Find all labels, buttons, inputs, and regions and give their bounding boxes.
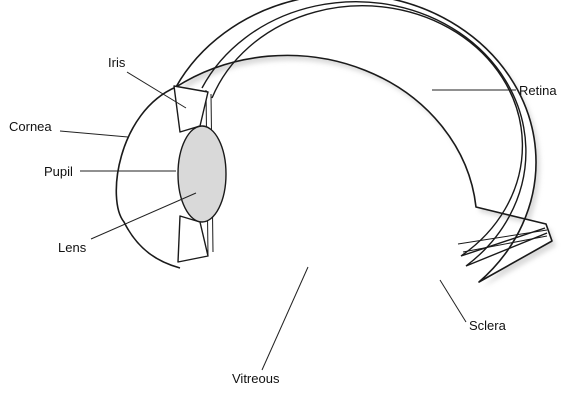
iris-upper [173, 85, 209, 133]
vitreous-label: Vitreous [232, 371, 280, 386]
iris-lower [177, 215, 209, 263]
pupil-label: Pupil [44, 164, 73, 179]
cornea-label: Cornea [9, 119, 52, 134]
retina-layer [211, 5, 546, 257]
sclera-label: Sclera [469, 318, 507, 333]
lens-label: Lens [58, 240, 87, 255]
cornea-leader [59, 130, 129, 138]
cornea-surface [115, 86, 181, 269]
lens-shape [177, 125, 227, 223]
sclera-outer-wall [175, 0, 553, 283]
retina-label: Retina [519, 83, 557, 98]
sclera-leader [439, 279, 467, 323]
iris-label: Iris [108, 55, 126, 70]
iris-leader [126, 71, 187, 109]
optic-nerve-fibers [457, 229, 548, 253]
choroid-layer [201, 1, 548, 267]
vitreous-leader [261, 266, 309, 371]
lens-leader [90, 192, 197, 240]
